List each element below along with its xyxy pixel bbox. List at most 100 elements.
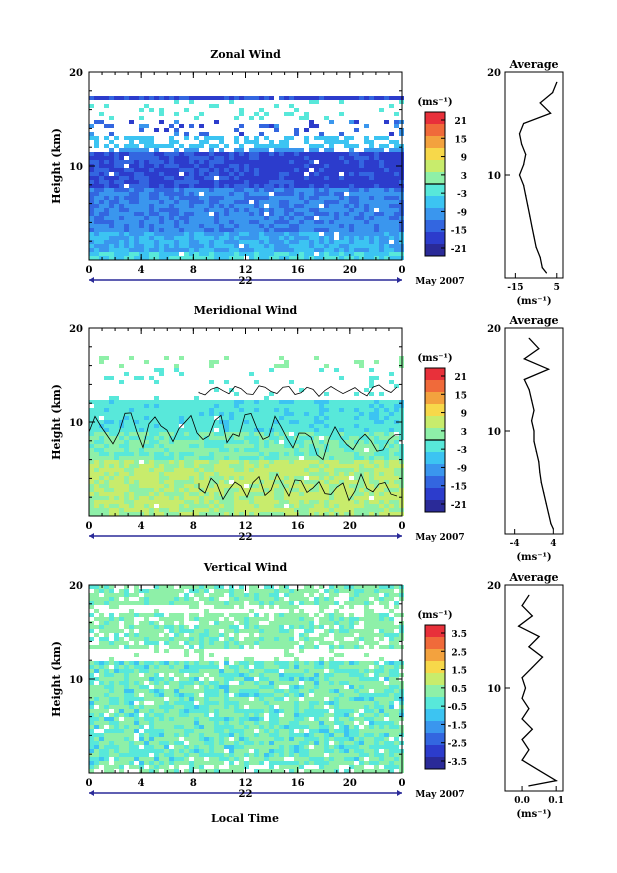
heatmap-cell bbox=[174, 709, 179, 713]
profile-point bbox=[539, 471, 541, 473]
profile-y-tick-label: 10 bbox=[487, 171, 501, 182]
heatmap-cell bbox=[274, 448, 279, 452]
heatmap-cell bbox=[229, 492, 234, 496]
heatmap-cell bbox=[284, 204, 289, 208]
heatmap-cell bbox=[104, 156, 109, 160]
heatmap-cell bbox=[139, 416, 144, 420]
heatmap-cell bbox=[164, 196, 169, 200]
heatmap-cell bbox=[109, 420, 114, 424]
heatmap-cell bbox=[274, 240, 279, 244]
heatmap-cell bbox=[124, 436, 129, 440]
heatmap-cell bbox=[129, 432, 134, 436]
heatmap-cell bbox=[174, 152, 179, 156]
heatmap-cell bbox=[259, 212, 264, 216]
heatmap-cell bbox=[369, 164, 374, 168]
heatmap-cell bbox=[134, 204, 139, 208]
heatmap-cell bbox=[109, 436, 114, 440]
heatmap-cell bbox=[99, 244, 104, 248]
heatmap-cell bbox=[269, 216, 274, 220]
heatmap-cell bbox=[99, 645, 104, 649]
heatmap-cell bbox=[149, 428, 154, 432]
heatmap-cell bbox=[279, 168, 284, 172]
heatmap-cell bbox=[224, 460, 229, 464]
heatmap-cell bbox=[309, 464, 314, 468]
heatmap-cell bbox=[264, 476, 269, 480]
heatmap-cell bbox=[119, 420, 124, 424]
heatmap-cell bbox=[104, 769, 109, 773]
profile-line bbox=[518, 82, 558, 274]
heatmap-cell bbox=[239, 412, 244, 416]
heatmap-cell bbox=[164, 216, 169, 220]
heatmap-cell bbox=[104, 232, 109, 236]
heatmap-cell bbox=[284, 480, 289, 484]
heatmap-cell bbox=[104, 693, 109, 697]
heatmap-cell bbox=[139, 613, 144, 617]
heatmap-cell bbox=[224, 96, 229, 100]
heatmap-cell bbox=[394, 224, 399, 228]
heatmap-cell bbox=[179, 192, 184, 196]
heatmap-cell bbox=[284, 404, 289, 408]
heatmap-cell bbox=[179, 156, 184, 160]
heatmap-cell bbox=[174, 637, 179, 641]
heatmap-cell bbox=[89, 224, 94, 228]
heatmap-cell bbox=[299, 152, 304, 156]
heatmap-cell bbox=[109, 488, 114, 492]
heatmap-cell bbox=[339, 196, 344, 200]
heatmap-cell bbox=[164, 164, 169, 168]
heatmap-cell bbox=[159, 184, 164, 188]
heatmap-cell bbox=[209, 224, 214, 228]
heatmap-cell bbox=[159, 212, 164, 216]
heatmap-cell bbox=[259, 256, 264, 260]
heatmap-cell bbox=[224, 424, 229, 428]
heatmap-cell bbox=[154, 745, 159, 749]
heatmap-cell bbox=[344, 476, 349, 480]
heatmap-cell bbox=[389, 468, 394, 472]
heatmap-cell bbox=[194, 248, 199, 252]
heatmap-cell bbox=[384, 176, 389, 180]
heatmap-cell bbox=[179, 444, 184, 448]
heatmap-cell bbox=[214, 164, 219, 168]
heatmap-cell bbox=[99, 192, 104, 196]
heatmap-cell bbox=[334, 192, 339, 196]
heatmap-cell bbox=[159, 500, 164, 504]
heatmap-cell bbox=[144, 717, 149, 721]
heatmap-cell bbox=[359, 416, 364, 420]
heatmap-cell bbox=[314, 444, 319, 448]
heatmap-cell bbox=[324, 464, 329, 468]
heatmap-cell bbox=[254, 432, 259, 436]
heatmap-cell bbox=[279, 196, 284, 200]
heatmap-cell bbox=[189, 492, 194, 496]
heatmap-cell bbox=[279, 240, 284, 244]
heatmap-cell bbox=[244, 468, 249, 472]
heatmap-cell bbox=[369, 460, 374, 464]
heatmap-cell bbox=[354, 156, 359, 160]
heatmap-cell bbox=[159, 669, 164, 673]
heatmap-cell bbox=[264, 464, 269, 468]
heatmap-cell bbox=[334, 408, 339, 412]
heatmap-cell bbox=[244, 200, 249, 204]
heatmap-cell bbox=[344, 144, 349, 148]
heatmap-cell bbox=[229, 240, 234, 244]
heatmap-cell bbox=[129, 729, 134, 733]
heatmap-cell bbox=[229, 220, 234, 224]
heatmap-cell bbox=[309, 400, 314, 404]
heatmap-cell bbox=[324, 504, 329, 508]
heatmap-cell bbox=[309, 152, 314, 156]
heatmap-cell bbox=[154, 669, 159, 673]
heatmap-cell bbox=[189, 460, 194, 464]
heatmap-cell bbox=[219, 232, 224, 236]
heatmap-cell bbox=[94, 669, 99, 673]
heatmap-cell bbox=[164, 244, 169, 248]
heatmap-cell bbox=[364, 492, 369, 496]
heatmap-cell bbox=[209, 252, 214, 256]
heatmap-cell bbox=[154, 601, 159, 605]
heatmap-cell bbox=[279, 400, 284, 404]
heatmap-cell bbox=[89, 629, 94, 633]
heatmap-cell bbox=[299, 468, 304, 472]
heatmap-cell bbox=[129, 136, 134, 140]
heatmap-cell bbox=[94, 412, 99, 416]
heatmap-cell bbox=[94, 745, 99, 749]
heatmap-cell bbox=[104, 420, 109, 424]
heatmap-cell bbox=[109, 168, 114, 172]
heatmap-cell bbox=[324, 184, 329, 188]
